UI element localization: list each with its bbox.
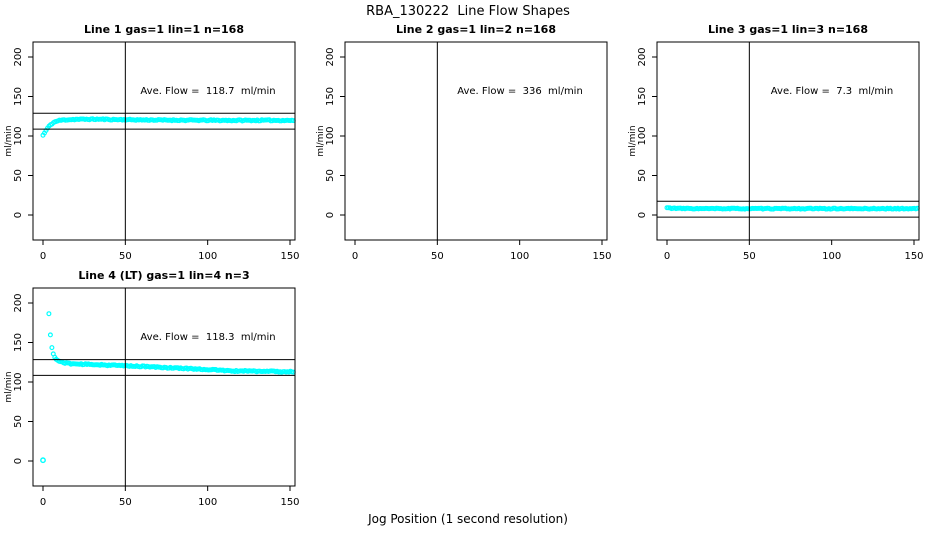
x-tick-label: 150 xyxy=(280,251,299,262)
x-tick-label: 0 xyxy=(40,497,46,508)
y-tick-label: 100 xyxy=(13,372,24,391)
x-tick-label: 50 xyxy=(743,251,756,262)
y-tick-label: 200 xyxy=(13,293,24,312)
y-tick-label: 0 xyxy=(13,458,24,464)
y-tick-label: 100 xyxy=(637,126,648,145)
x-tick-label: 100 xyxy=(198,251,217,262)
x-tick-label: 150 xyxy=(280,497,299,508)
x-tick-label: 100 xyxy=(822,251,841,262)
plot-frame xyxy=(656,41,920,241)
y-tick-label: 0 xyxy=(325,212,336,218)
figure-title: RBA_130222 Line Flow Shapes xyxy=(366,4,570,19)
y-tick-label: 0 xyxy=(637,212,648,218)
y-tick-label: 150 xyxy=(13,87,24,106)
subplot-line-4: 0 50 100 150 0 50 100 150 200 Line 4 (LT) gas=1 … xyxy=(0,246,312,516)
subplot-line-2: 0 50 100 150 0 50 100 150 200 Line 2 gas=1 lin=2… xyxy=(312,0,624,270)
y-tick-label: 0 xyxy=(13,212,24,218)
data-points xyxy=(40,311,296,464)
plot-canvas: 0 50 100 150 0 50 100 150 200 xyxy=(637,41,924,262)
x-tick-label: 50 xyxy=(119,497,132,508)
x-tick-label: 150 xyxy=(592,251,611,262)
y-tick-label: 200 xyxy=(325,47,336,66)
x-axis-label: Jog Position (1 second resolution) xyxy=(368,512,568,526)
subplot-line-1: 0 50 100 150 0 50 100 150 200 Line 1 gas=1 lin=1… xyxy=(0,0,312,270)
plot-frame xyxy=(344,41,608,241)
data-points xyxy=(40,116,296,138)
plot-canvas: 0 50 100 150 0 50 100 150 200 xyxy=(13,287,300,508)
data-points xyxy=(664,205,920,212)
y-axis-label: ml/min xyxy=(4,125,14,157)
subplot-line-3: 0 50 100 150 0 50 100 150 200 Line 3 gas=1 lin=3… xyxy=(624,0,936,270)
x-tick-label: 50 xyxy=(119,251,132,262)
ave-flow-annotation: Ave. Flow = 7.3 ml/min xyxy=(770,86,894,97)
y-tick-label: 150 xyxy=(325,87,336,106)
y-axis-label: ml/min xyxy=(316,125,326,157)
x-tick-label: 50 xyxy=(431,251,444,262)
y-tick-label: 50 xyxy=(325,169,336,182)
subplot-title: Line 2 gas=1 lin=2 n=168 xyxy=(395,23,556,36)
x-tick-label: 0 xyxy=(352,251,358,262)
y-tick-label: 200 xyxy=(637,47,648,66)
plot-frame xyxy=(32,287,296,487)
y-tick-label: 100 xyxy=(325,126,336,145)
plot-canvas: 0 50 100 150 0 50 100 150 200 xyxy=(325,41,612,262)
x-tick-label: 0 xyxy=(664,251,670,262)
y-tick-label: 150 xyxy=(637,87,648,106)
x-tick-label: 0 xyxy=(40,251,46,262)
plot-canvas: 0 50 100 150 0 50 100 150 200 xyxy=(13,41,300,262)
ave-flow-annotation: Ave. Flow = 336 ml/min xyxy=(457,86,583,97)
x-tick-label: 100 xyxy=(198,497,217,508)
subplot-title: Line 3 gas=1 lin=3 n=168 xyxy=(707,23,868,36)
ave-flow-annotation: Ave. Flow = 118.7 ml/min xyxy=(140,86,276,97)
subplot-title: Line 4 (LT) gas=1 lin=4 n=3 xyxy=(78,269,250,282)
y-tick-label: 50 xyxy=(637,169,648,182)
y-tick-label: 200 xyxy=(13,47,24,66)
y-tick-label: 150 xyxy=(13,333,24,352)
y-axis-label: ml/min xyxy=(4,371,14,403)
y-tick-label: 50 xyxy=(13,169,24,182)
y-axis-label: ml/min xyxy=(628,125,638,157)
y-tick-label: 100 xyxy=(13,126,24,145)
subplot-title: Line 1 gas=1 lin=1 n=168 xyxy=(83,23,244,36)
plot-frame xyxy=(32,41,296,241)
x-tick-label: 100 xyxy=(510,251,529,262)
ave-flow-annotation: Ave. Flow = 118.3 ml/min xyxy=(140,332,276,343)
y-tick-label: 50 xyxy=(13,415,24,428)
x-tick-label: 150 xyxy=(904,251,923,262)
